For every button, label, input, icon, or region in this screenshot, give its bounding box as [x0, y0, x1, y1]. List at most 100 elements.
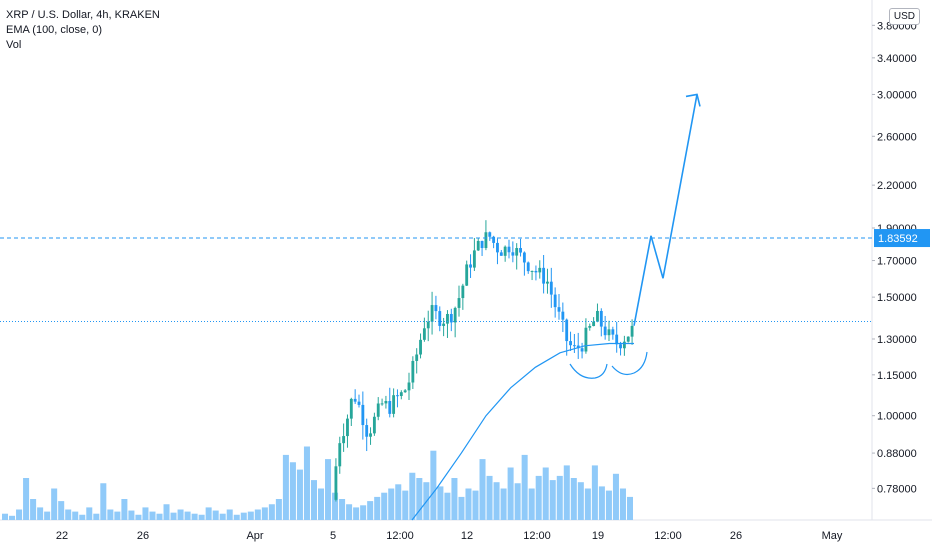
- candle-body: [607, 329, 611, 336]
- volume-bar: [444, 492, 451, 520]
- currency-badge[interactable]: USD: [888, 8, 920, 25]
- volume-bar: [219, 513, 226, 520]
- candle-body: [403, 390, 407, 393]
- y-tick-label-8: 1.30000: [877, 334, 917, 346]
- volume-bar: [395, 484, 402, 520]
- candle-body: [334, 466, 338, 500]
- volume-bar: [430, 450, 437, 520]
- candle-body: [599, 310, 603, 327]
- x-tick-label-4: 12:00: [386, 530, 414, 542]
- volume-bar: [381, 492, 388, 520]
- pattern-left-shoulder: [569, 363, 608, 379]
- candle-body: [553, 294, 557, 308]
- ema-line: [411, 342, 634, 521]
- volume-bar: [437, 486, 444, 520]
- candle-body: [349, 398, 353, 419]
- y-tick-label-12: 0.78000: [877, 483, 917, 495]
- candle-body: [580, 348, 584, 352]
- volume-bar: [240, 512, 247, 520]
- candle-body: [611, 329, 615, 335]
- volume-bar: [2, 513, 9, 520]
- candle-body: [526, 262, 530, 272]
- candle-body: [546, 281, 549, 284]
- candle-body: [396, 395, 399, 397]
- candle-body: [365, 425, 369, 437]
- candle-body: [457, 298, 461, 308]
- volume-bar: [584, 488, 591, 520]
- volume-bar: [619, 488, 626, 520]
- candle-body: [361, 404, 365, 426]
- candle-body: [522, 252, 526, 263]
- candle-body: [519, 248, 522, 253]
- volume-bar: [44, 511, 51, 520]
- volume-bar: [9, 515, 16, 520]
- y-tick-label-11: 0.88000: [877, 448, 917, 460]
- candle-body: [503, 246, 507, 256]
- volume-bar: [626, 496, 633, 520]
- candle-body: [538, 267, 542, 273]
- volume-bar: [16, 509, 23, 520]
- volume-bar: [37, 507, 44, 520]
- volume-bar: [507, 467, 514, 520]
- volume-bar: [598, 486, 605, 520]
- candle-body: [576, 345, 580, 349]
- projection-arrow-line: [633, 94, 698, 326]
- candle-body: [619, 344, 622, 349]
- candle-body: [565, 319, 569, 342]
- x-tick-label-1: 26: [137, 530, 149, 542]
- volume-bar: [325, 459, 332, 520]
- candle-body: [476, 240, 480, 251]
- volume-bar: [465, 488, 472, 520]
- candle-body: [480, 240, 484, 249]
- volume-bar: [198, 514, 205, 520]
- candle-body: [534, 270, 538, 273]
- volume-bar: [303, 446, 310, 520]
- ema-legend[interactable]: EMA (100, close, 0): [6, 24, 102, 36]
- candle-body: [380, 403, 384, 405]
- volume-bar: [318, 488, 325, 520]
- candle-body: [615, 334, 619, 345]
- candle-body: [488, 232, 492, 237]
- candle-body: [507, 246, 511, 253]
- candle-body: [376, 403, 380, 417]
- candle-body: [446, 313, 449, 324]
- candle-body: [515, 248, 519, 256]
- candle-body: [596, 310, 599, 322]
- candle-body: [461, 285, 465, 299]
- volume-bar: [261, 507, 268, 520]
- volume-bar: [191, 513, 198, 520]
- y-tick-label-3: 2.60000: [877, 131, 917, 143]
- volume-bar: [402, 490, 409, 520]
- candle-body: [499, 252, 503, 256]
- symbol-legend[interactable]: XRP / U.S. Dollar, 4h, KRAKEN: [6, 9, 160, 21]
- volume-bar: [72, 511, 79, 520]
- candle-body: [630, 325, 634, 337]
- candle-body: [430, 305, 434, 322]
- volume-bar: [107, 509, 114, 520]
- x-tick-label-0: 22: [56, 530, 68, 542]
- volume-bar: [493, 482, 500, 520]
- candle-body: [384, 401, 388, 404]
- volume-bar: [521, 454, 528, 520]
- vol-legend[interactable]: Vol: [6, 39, 22, 51]
- volume-bar: [409, 472, 416, 520]
- volume-bar: [570, 478, 577, 520]
- y-tick-label-0: 3.80000: [877, 20, 917, 32]
- volume-bar: [205, 507, 212, 520]
- candle-body: [603, 326, 607, 336]
- candle-body: [338, 443, 342, 467]
- pattern-right-shoulder: [611, 351, 648, 376]
- volume-bar: [479, 459, 486, 520]
- candle-body: [592, 321, 596, 327]
- volume-bar: [367, 501, 374, 520]
- current-price-label: 1.83592: [878, 233, 918, 245]
- volume-bar: [100, 483, 107, 520]
- volume-bar: [79, 514, 86, 520]
- volume-bar: [268, 504, 275, 520]
- volume-bar: [514, 483, 521, 520]
- volume-bar: [65, 509, 72, 520]
- volume-bar: [374, 496, 381, 520]
- volume-bar: [591, 465, 598, 520]
